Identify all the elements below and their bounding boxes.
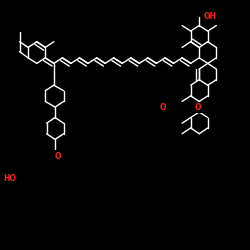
Text: OH: OH — [204, 12, 217, 21]
Text: HO: HO — [3, 174, 16, 183]
Text: O: O — [194, 103, 201, 112]
Text: O: O — [160, 103, 166, 112]
Text: O: O — [54, 152, 61, 160]
